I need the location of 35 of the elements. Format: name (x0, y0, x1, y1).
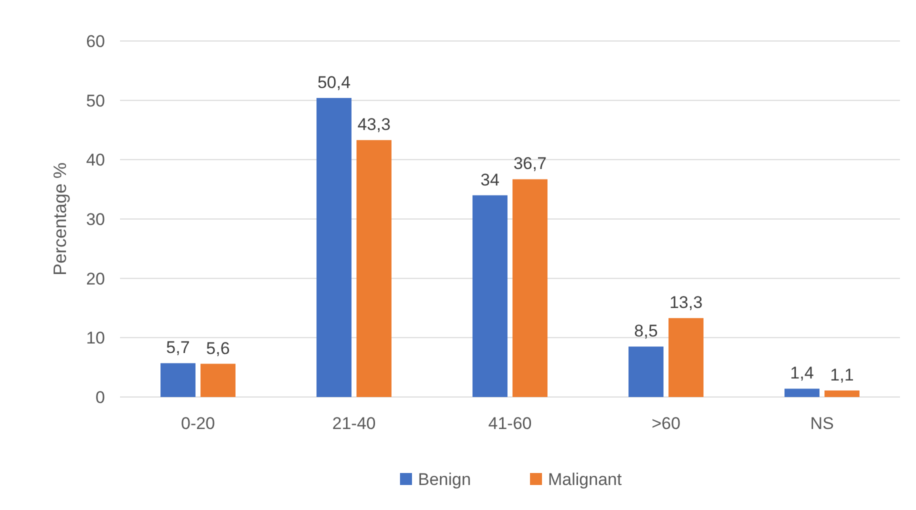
data-label: 8,5 (634, 322, 658, 341)
y-axis-title: Percentage % (50, 162, 70, 276)
bar (356, 140, 392, 397)
y-tick-label: 30 (86, 210, 105, 229)
data-label: 5,7 (166, 338, 190, 358)
bar (784, 388, 820, 397)
x-tick-label: 0-20 (180, 414, 216, 433)
data-label: 1,4 (790, 364, 814, 383)
y-tick-label: 0 (96, 388, 105, 407)
data-label: 1,1 (830, 365, 854, 384)
bar (472, 195, 508, 397)
bar (316, 98, 352, 397)
bar (668, 318, 704, 397)
bar (628, 346, 664, 397)
y-tick-label: 40 (86, 150, 105, 170)
bar (160, 363, 196, 397)
data-label: 50,4 (317, 72, 351, 92)
y-tick-label: 10 (86, 328, 105, 348)
data-label: 5,6 (206, 338, 230, 358)
x-tick-label: 41-60 (488, 414, 532, 433)
bar (512, 179, 548, 397)
data-label: 34 (480, 170, 500, 190)
x-tick-label: NS (810, 414, 834, 433)
legend-label: Benign (418, 470, 471, 489)
legend-label: Malignant (548, 470, 622, 489)
y-tick-label: 50 (86, 91, 105, 110)
x-tick-label: >60 (652, 414, 680, 433)
x-tick-label: 21-40 (332, 414, 376, 433)
y-tick-label: 20 (86, 269, 105, 288)
data-label: 13,3 (669, 293, 703, 312)
y-tick-label: 60 (86, 32, 105, 51)
bar (824, 390, 860, 397)
bar (200, 364, 236, 397)
data-label: 43,3 (357, 115, 391, 134)
data-label: 36,7 (513, 154, 547, 174)
